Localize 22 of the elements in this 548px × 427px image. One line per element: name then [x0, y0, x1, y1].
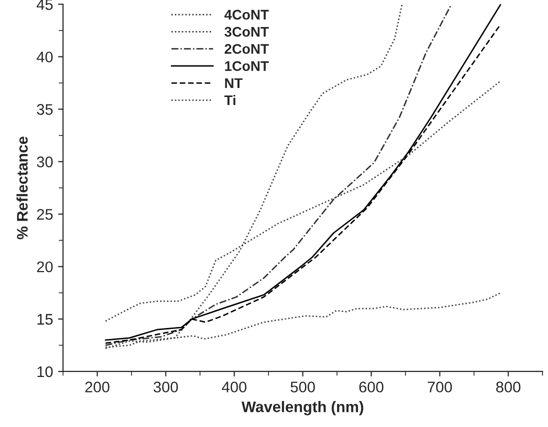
- x-tick-label: 500: [290, 382, 315, 392]
- legend-label: 1CoNT: [225, 61, 269, 71]
- y-tick-label: 30: [36, 156, 53, 168]
- legend-label: Ti: [224, 94, 236, 106]
- y-axis-title: % Reflectance: [16, 136, 28, 240]
- y-tick-label: 10: [37, 366, 53, 378]
- legend-label: 2CoNT: [224, 44, 269, 54]
- x-tick-label: 600: [359, 382, 384, 392]
- y-tick-label: 25: [37, 208, 53, 220]
- y-tick-label: 20: [37, 261, 53, 272]
- legend-label: 3CoNT: [224, 26, 269, 37]
- x-tick-label: 700: [428, 382, 452, 392]
- x-tick-label: 200: [85, 382, 110, 392]
- legend-label: 4CoNT: [224, 10, 269, 20]
- y-tick-label: 15: [37, 314, 53, 325]
- x-tick-label: 300: [154, 382, 178, 392]
- y-tick-label: 35: [36, 104, 53, 115]
- legend-label: NT: [225, 78, 243, 88]
- x-axis-title: Wavelength (nm): [242, 401, 364, 416]
- x-tick-label: 800: [496, 382, 520, 392]
- y-tick-label: 40: [36, 52, 53, 62]
- x-tick-label: 400: [222, 382, 246, 392]
